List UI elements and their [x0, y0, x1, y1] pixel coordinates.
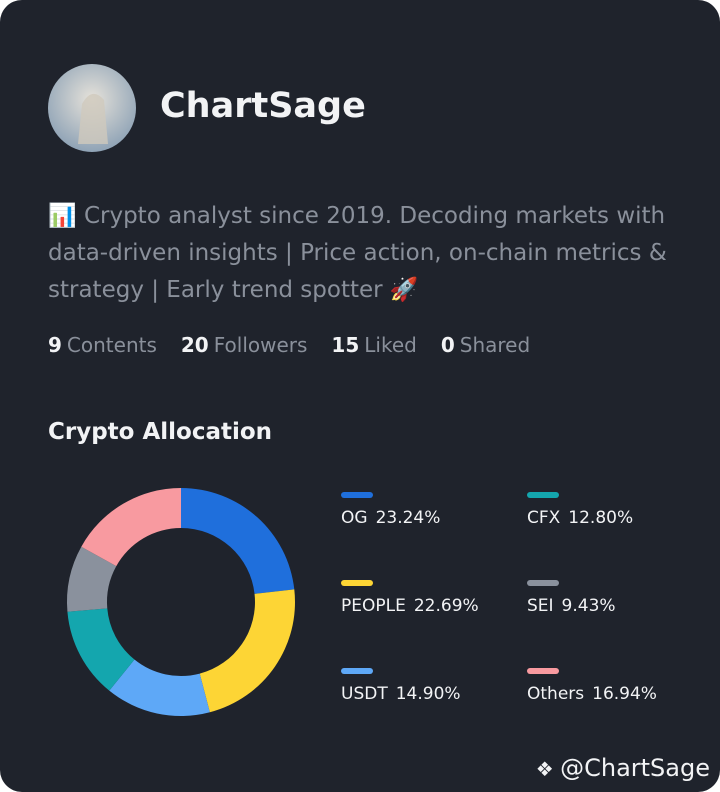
legend-label: Others 16.94% [527, 684, 657, 704]
legend-swatch [527, 668, 559, 674]
donut-segment [67, 608, 135, 691]
avatar [48, 64, 136, 152]
donut-segment [199, 589, 295, 713]
donut-segment [66, 546, 117, 612]
legend-name: Others [527, 684, 584, 704]
stat-label: Shared [459, 333, 531, 357]
legend-swatch [527, 492, 559, 498]
legend-name: CFX [527, 508, 561, 528]
legend-label: USDT 14.90% [341, 684, 461, 704]
logo-icon: ❖ [535, 757, 561, 781]
donut-segment [109, 659, 210, 716]
stat: 15 Liked [331, 333, 416, 357]
legend-label: SEI 9.43% [527, 596, 616, 616]
donut-segment [81, 488, 181, 567]
stats: 9 Contents 20 Followers 15 Liked 0 Shared [48, 333, 530, 357]
watermark-text: @ChartSage [560, 754, 710, 782]
stat: 0 Shared [441, 333, 530, 357]
legend-value: 22.69% [414, 596, 479, 616]
legend-value: 16.94% [592, 684, 657, 704]
chart: OG 23.24% PEOPLE 22.69% USDT 14.90% CFX 12.80% S… [66, 488, 657, 716]
stat: 9 Contents [48, 333, 157, 357]
legend-label: CFX 12.80% [527, 508, 633, 528]
legend-name: SEI [527, 596, 554, 616]
legend-value: 23.24% [376, 508, 441, 528]
stat-label: Liked [364, 333, 417, 357]
profile-name: ChartSage [160, 86, 366, 126]
legend-value: 9.43% [562, 596, 616, 616]
legend-value: 12.80% [568, 508, 633, 528]
stat-count: 9 [48, 333, 62, 357]
legend-value: 14.90% [396, 684, 461, 704]
chart-title: Crypto Allocation [48, 419, 273, 445]
legend-swatch [341, 492, 373, 498]
stat-count: 0 [440, 333, 455, 357]
legend-name: OG [341, 508, 368, 528]
stat-label: Contents [66, 333, 157, 357]
legend-name: USDT [341, 684, 388, 704]
legend-name: PEOPLE [341, 596, 406, 616]
legend-swatch [341, 668, 373, 674]
legend-swatch [527, 580, 559, 586]
stat-count: 15 [331, 333, 360, 357]
stat-count: 20 [180, 333, 209, 357]
legend-label: PEOPLE 22.69% [341, 596, 479, 616]
stat-label: Followers [213, 333, 308, 357]
donut-segment [181, 488, 295, 594]
watermark: ❖ @ChartSage [536, 754, 710, 782]
stat: 20 Followers [181, 333, 308, 357]
profile-bio: 📊 Crypto analyst since 2019. Decoding ma… [48, 203, 667, 303]
legend-swatch [341, 580, 373, 586]
legend-label: OG 23.24% [341, 508, 440, 528]
